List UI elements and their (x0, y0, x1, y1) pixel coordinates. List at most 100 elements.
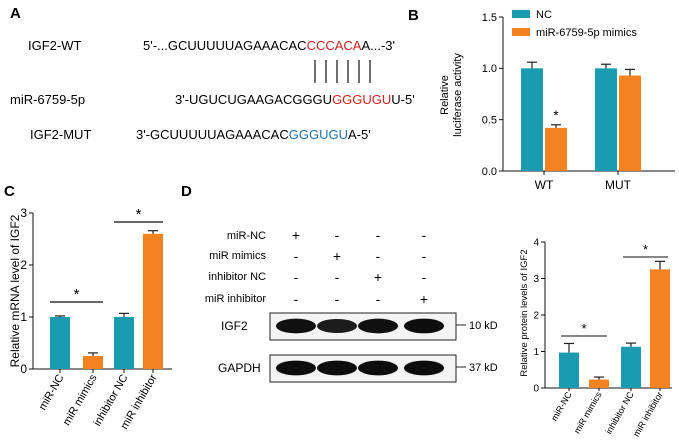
blot-row-label: miR mimics (209, 250, 266, 262)
y-tick-label: 3 (533, 274, 539, 285)
panel-a-sequences: IGF2-WT 5'-...GCUUUUUAGAAACACCCCACAA...-… (10, 38, 415, 142)
mut-sequence: 3'-GCUUUUUAGAAACACGGGUGUA-5' (136, 127, 371, 142)
pairing-lines (314, 60, 371, 83)
significance-mark: * (74, 286, 80, 303)
blot-band-label: IGF2 (221, 319, 248, 333)
mut-seq-prefix: 3'-GCUUUUUAGAAACAC (136, 127, 289, 142)
bar (621, 346, 641, 388)
wt-seq-suffix: A...-3' (361, 38, 395, 53)
y-axis-title: Relative (439, 75, 451, 115)
y-tick-label: 2 (20, 258, 27, 272)
bar (619, 75, 641, 171)
chart-b: 0.0 0.5 1.0 1.5 WT MUT * Relative luciferase act… (439, 9, 675, 192)
x-tick-label: WT (535, 178, 554, 192)
y-axis-title: Relative protein levels of IGF2 (519, 249, 530, 376)
sign: - (335, 291, 340, 307)
mir-seq-prefix: 3'-UGUCUGAAGACGGGU (175, 92, 332, 107)
y-tick-label: 2 (533, 311, 539, 322)
x-tick-label: miR mimics (572, 390, 604, 436)
sign: - (294, 291, 299, 307)
sign: + (374, 269, 382, 285)
legend-swatch (512, 10, 530, 18)
gapdh-bands (276, 360, 444, 376)
bar (114, 317, 134, 369)
sign: - (376, 248, 381, 264)
blot-row-label: miR inhibitor (205, 293, 266, 305)
y-axis-title: Relative mRNA level of IGF2 (8, 214, 22, 367)
significance-mark: * (581, 321, 586, 336)
mir-sequence: 3'-UGUCUGAAGACGGGUGGGUGUU-5' (175, 92, 415, 107)
mut-seq-suffix: A-5' (348, 127, 371, 142)
x-tick-label: miR-NC (549, 390, 574, 423)
y-axis-title: luciferase activity (452, 53, 464, 137)
sign: - (376, 227, 381, 243)
blot-band (404, 318, 444, 334)
blot-band (358, 360, 398, 376)
mir-seq-suffix: U-5' (391, 92, 414, 107)
igf2-bands (276, 318, 444, 334)
blot-row-label: inhibitor NC (209, 271, 267, 283)
sign: - (335, 227, 340, 243)
wt-seq-site: CCCACA (307, 38, 362, 53)
blot-marker-label: 10 kD (469, 320, 498, 332)
mut-seq-site: GGGUGU (289, 127, 348, 142)
bar (589, 379, 609, 388)
blot-marker-label: 37 kD (469, 362, 498, 374)
x-tick-label: miR inhibitor (631, 390, 665, 438)
sign: - (294, 248, 299, 264)
legend-label: miR-6759-5p mimics (536, 27, 637, 39)
blot-band (404, 360, 444, 376)
y-tick-label: 1 (533, 347, 539, 358)
x-tick-label: MUT (605, 178, 632, 192)
x-tick-label: miR-NC (37, 372, 67, 412)
sign: - (422, 227, 427, 243)
sign: - (422, 248, 427, 264)
bar (83, 356, 103, 369)
significance-mark: * (553, 107, 559, 123)
y-tick-label: 1.0 (482, 63, 497, 75)
blot-row-label: miR-NC (227, 230, 266, 242)
x-tick-label: inhibitor NC (604, 390, 636, 436)
blot-band (276, 360, 316, 376)
blot-band (317, 318, 357, 334)
blot-band (317, 360, 357, 376)
wt-seq-prefix: 5'-...GCUUUUUAGAAACAC (143, 38, 307, 53)
legend-label: NC (536, 9, 552, 21)
bar (143, 233, 163, 369)
panel-label-b: B (408, 7, 419, 24)
sign: + (420, 291, 428, 307)
mir-label: miR-6759-5p (10, 92, 85, 107)
sign: - (422, 269, 427, 285)
blot-band (276, 318, 316, 334)
significance-mark: * (136, 206, 142, 223)
bar (521, 68, 543, 171)
wt-label: IGF2-WT (28, 38, 81, 53)
bar (50, 317, 70, 369)
sign: - (376, 291, 381, 307)
panel-label-a: A (10, 5, 21, 22)
bar (545, 127, 567, 171)
mut-label: IGF2-MUT (30, 127, 91, 142)
blot-band (358, 318, 398, 334)
panel-label-d: D (181, 183, 192, 200)
bar (595, 68, 617, 171)
y-tick-label: 0 (20, 362, 27, 376)
wt-sequence: 5'-...GCUUUUUAGAAACACCCCACAA...-3' (143, 38, 395, 53)
panel-label-c: C (4, 183, 15, 200)
sign: - (335, 269, 340, 285)
legend-swatch (512, 28, 530, 36)
panel-d-blot: miR-NC miR mimics inhibitor NC miR inhib… (205, 227, 498, 383)
y-tick-label: 0.5 (482, 115, 497, 127)
blot-band-label: GAPDH (218, 361, 261, 375)
bar (559, 352, 579, 388)
sign: - (294, 269, 299, 285)
y-tick-label: 4 (533, 238, 539, 249)
sign: + (292, 227, 300, 243)
y-tick-label: 1.5 (482, 12, 497, 24)
y-tick-label: 1 (20, 310, 27, 324)
blot-signs: + - - - - + - - - - + - - - - + (292, 227, 428, 307)
